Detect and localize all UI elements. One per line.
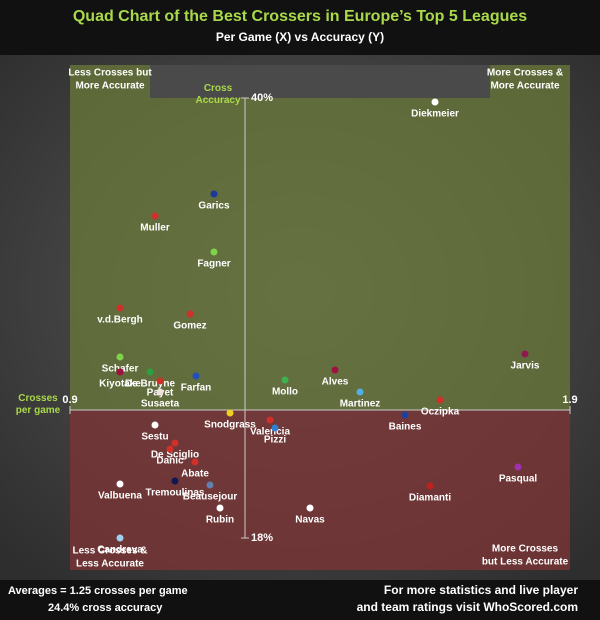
point bbox=[431, 98, 439, 106]
point-label: Diamanti bbox=[409, 493, 451, 504]
point-label: Sestu bbox=[141, 432, 168, 443]
plot: Less Crosses but More Accurate More Crosse… bbox=[16, 65, 578, 570]
footer-bg bbox=[0, 580, 600, 620]
point-label: Mollo bbox=[272, 387, 298, 398]
x-tick-label: 1.9 bbox=[562, 394, 577, 406]
x-axis-label: Crosses per game bbox=[16, 393, 61, 416]
point-label: Snodgrass bbox=[204, 420, 256, 431]
point bbox=[156, 388, 164, 396]
point bbox=[401, 411, 409, 419]
point-label: Danic bbox=[156, 456, 184, 467]
point-label: Baines bbox=[389, 422, 422, 433]
point-label: Abate bbox=[181, 469, 209, 480]
point-label: Tremoulinas bbox=[146, 488, 205, 499]
quadrant-label: More Crosses & bbox=[487, 68, 563, 79]
point bbox=[266, 416, 274, 424]
point bbox=[171, 439, 179, 447]
y-tick-label: 18% bbox=[251, 532, 273, 544]
footer-text: Averages = 1.25 crosses per game bbox=[8, 585, 188, 597]
point bbox=[514, 463, 522, 471]
header-bg bbox=[0, 0, 600, 55]
point-label: Fagner bbox=[197, 259, 230, 270]
point bbox=[146, 368, 154, 376]
point bbox=[171, 477, 179, 485]
point-label: Pizzi bbox=[264, 435, 286, 446]
quadrant-lower bbox=[70, 410, 570, 570]
point bbox=[166, 445, 174, 453]
footer-text: 24.4% cross accuracy bbox=[48, 602, 163, 614]
point bbox=[356, 388, 364, 396]
point bbox=[521, 350, 529, 358]
quadrant-label: but Less Accurate bbox=[482, 557, 569, 568]
quadrant-label: More Accurate bbox=[490, 81, 560, 92]
quadrant-mask bbox=[150, 65, 245, 98]
point-label: Garics bbox=[198, 201, 230, 212]
point bbox=[191, 458, 199, 466]
point-label: Jarvis bbox=[511, 361, 540, 372]
point-label: Pasqual bbox=[499, 474, 538, 485]
point bbox=[151, 212, 159, 220]
point bbox=[156, 377, 164, 385]
point bbox=[226, 409, 234, 417]
quadrant-label: More Accurate bbox=[75, 81, 145, 92]
point-label: Candreva bbox=[97, 545, 143, 556]
point-label: Oczipka bbox=[421, 407, 460, 418]
chart-title: Quad Chart of the Best Crossers in Europ… bbox=[73, 8, 527, 25]
point bbox=[116, 368, 124, 376]
point-label: Valencia bbox=[250, 427, 290, 438]
point-label: Susaeta bbox=[141, 399, 180, 410]
point bbox=[281, 376, 289, 384]
footer-text: and team ratings visit WhoScored.com bbox=[357, 600, 578, 614]
y-axis-label: Cross Accuracy bbox=[195, 83, 240, 106]
quadrant-upper bbox=[70, 65, 570, 410]
quadrant-label: Less Accurate bbox=[76, 559, 144, 570]
y-tick-label: 40% bbox=[251, 92, 273, 104]
point bbox=[116, 353, 124, 361]
point-label: Muller bbox=[140, 223, 170, 234]
point bbox=[192, 372, 200, 380]
point-label: De Sciglio bbox=[151, 450, 199, 461]
point bbox=[210, 190, 218, 198]
point bbox=[116, 304, 124, 312]
quadrant-label: Less Crosses & bbox=[72, 546, 147, 557]
point-label: Farfan bbox=[181, 383, 212, 394]
point-label: Gomez bbox=[173, 321, 206, 332]
point-label: Beausejour bbox=[183, 492, 238, 503]
point bbox=[151, 421, 159, 429]
point bbox=[186, 310, 194, 318]
point bbox=[116, 480, 124, 488]
quadrant-label: More Crosses bbox=[492, 544, 559, 555]
point-label: Martinez bbox=[340, 399, 381, 410]
point-label: Navas bbox=[295, 515, 325, 526]
point-label: Alves bbox=[322, 377, 349, 388]
quadrant-mask bbox=[245, 65, 490, 98]
point bbox=[436, 396, 444, 404]
point bbox=[210, 248, 218, 256]
chart-subtitle: Per Game (X) vs Accuracy (Y) bbox=[216, 30, 384, 44]
point bbox=[271, 424, 279, 432]
point-label: Valbuena bbox=[98, 491, 142, 502]
point bbox=[206, 481, 214, 489]
point-label: Diekmeier bbox=[411, 109, 459, 120]
quadrant-label: Less Crosses but bbox=[68, 68, 152, 79]
point-label: Kiyotake bbox=[99, 379, 141, 390]
point bbox=[426, 482, 434, 490]
point bbox=[116, 534, 124, 542]
point-label: v.d.Bergh bbox=[97, 315, 142, 326]
footer-text: For more statistics and live player bbox=[384, 583, 578, 597]
point-label: Rubin bbox=[206, 515, 234, 526]
x-tick-label: 0.9 bbox=[62, 394, 77, 406]
point-label: De Bruyne bbox=[125, 379, 175, 390]
point bbox=[216, 504, 224, 512]
point bbox=[306, 504, 314, 512]
point bbox=[331, 366, 339, 374]
